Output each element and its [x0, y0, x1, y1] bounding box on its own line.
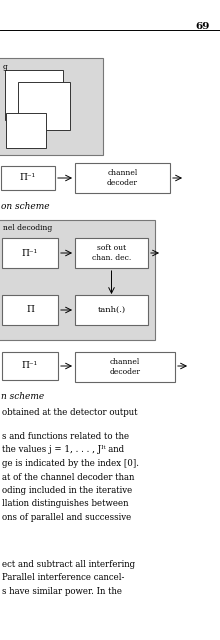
- Text: n scheme: n scheme: [1, 392, 44, 401]
- Bar: [75, 238, 148, 268]
- Text: g: g: [3, 63, 8, 71]
- Text: tanh(.): tanh(.): [97, 306, 126, 314]
- Text: oding included in the iterative: oding included in the iterative: [2, 486, 132, 495]
- Text: the values j = 1, . . . , Jᴵᵗ and: the values j = 1, . . . , Jᴵᵗ and: [2, 445, 124, 454]
- Bar: [75, 295, 148, 325]
- Text: soft out
chan. dec.: soft out chan. dec.: [92, 244, 131, 262]
- Text: channel
decoder: channel decoder: [110, 358, 141, 376]
- Text: ge is indicated by the index [0].: ge is indicated by the index [0].: [2, 459, 139, 468]
- Text: Π⁻¹: Π⁻¹: [22, 362, 38, 371]
- Text: on scheme: on scheme: [1, 202, 50, 211]
- Bar: [6, 113, 46, 148]
- Bar: [2, 352, 58, 380]
- Bar: [18, 82, 70, 130]
- Text: Π⁻¹: Π⁻¹: [20, 173, 36, 182]
- Text: Π⁻¹: Π⁻¹: [22, 248, 38, 257]
- Bar: [2, 295, 58, 325]
- Bar: [1, 166, 55, 190]
- Bar: [5, 70, 63, 120]
- Text: at of the channel decoder than: at of the channel decoder than: [2, 472, 134, 481]
- Text: obtained at the detector output: obtained at the detector output: [2, 408, 138, 417]
- Bar: [0, 58, 103, 155]
- Text: s have similar power. In the: s have similar power. In the: [2, 587, 122, 596]
- Text: channel
decoder: channel decoder: [107, 170, 138, 187]
- Bar: [75, 352, 175, 382]
- Bar: [2, 238, 58, 268]
- Text: s and functions related to the: s and functions related to the: [2, 432, 129, 441]
- Text: Π: Π: [26, 305, 34, 314]
- Text: ons of parallel and successive: ons of parallel and successive: [2, 513, 131, 522]
- Text: nel decoding: nel decoding: [3, 224, 52, 232]
- Bar: [0, 220, 155, 340]
- Text: Parallel interference cancel-: Parallel interference cancel-: [2, 573, 124, 582]
- Bar: [75, 163, 170, 193]
- Text: llation distinguishes between: llation distinguishes between: [2, 499, 128, 509]
- Text: ect and subtract all interfering: ect and subtract all interfering: [2, 560, 135, 569]
- Text: 69: 69: [196, 22, 210, 31]
